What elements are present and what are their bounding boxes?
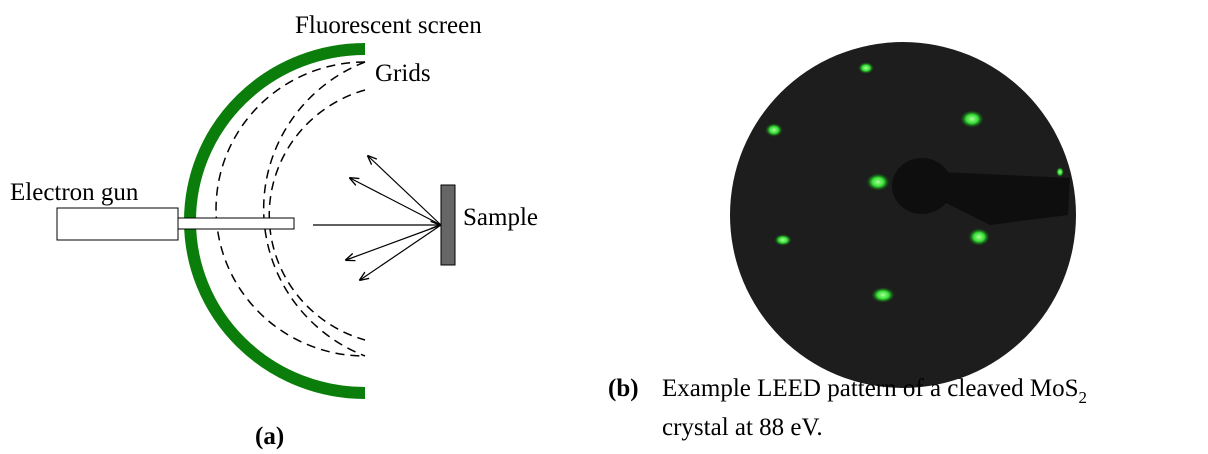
sample-label: Sample <box>463 204 538 231</box>
gun-label: Electron gun <box>10 179 139 206</box>
panel-a: Fluorescent screen Grids Electron gun Sa… <box>10 12 538 450</box>
sample <box>441 185 455 265</box>
arrows <box>313 156 441 280</box>
caption: Example LEED pattern of a cleaved MoS2 <box>662 375 1087 407</box>
screen-label: Fluorescent screen <box>295 12 482 39</box>
caption-subscript: 2 <box>1079 388 1088 407</box>
panel-b: (b) Example LEED pattern of a cleaved Mo… <box>608 42 1087 441</box>
panel-tag: (b) <box>608 375 639 402</box>
gun-barrel <box>178 218 294 229</box>
figure: Fluorescent screen Grids Electron gun Sa… <box>0 0 1208 454</box>
caption: crystal at 88 eV. <box>662 414 823 441</box>
caption-text: Example LEED pattern of a cleaved MoS <box>662 375 1079 402</box>
gun-body <box>57 208 178 240</box>
grids-label: Grids <box>375 60 431 87</box>
panel-tag: (a) <box>255 423 284 450</box>
